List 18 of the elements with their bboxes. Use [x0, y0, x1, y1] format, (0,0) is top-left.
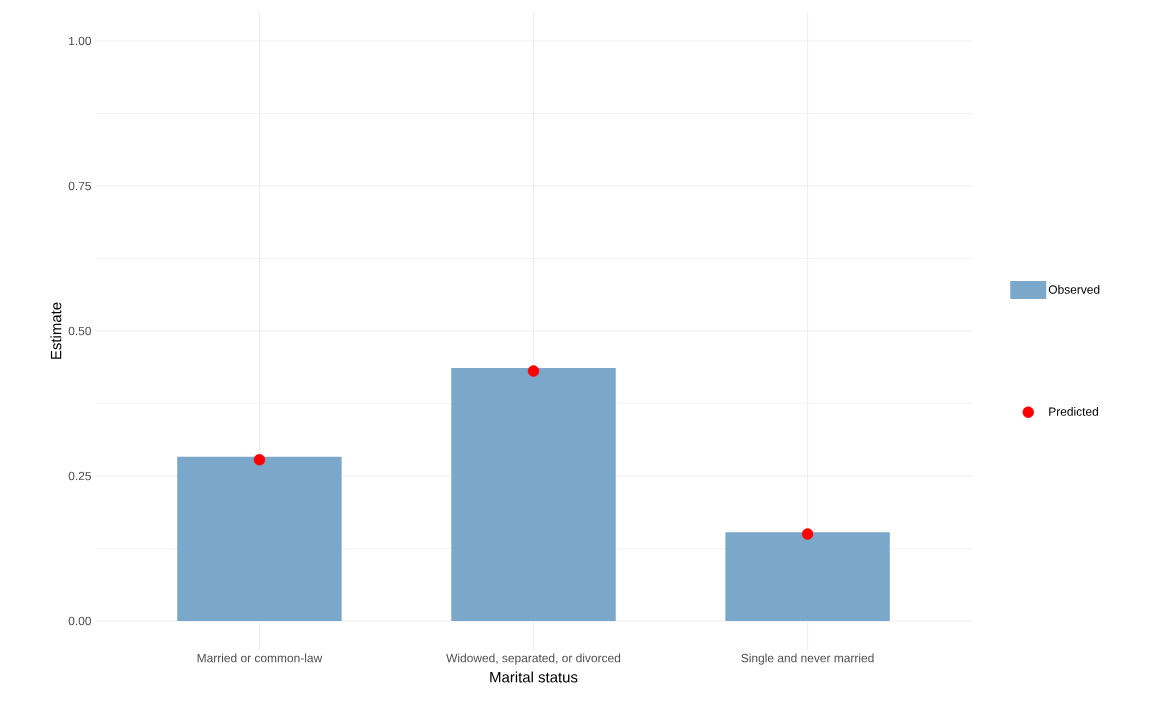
bar	[177, 456, 342, 621]
point	[527, 365, 540, 377]
bar	[725, 532, 890, 621]
x-tick-label: Single and never married	[741, 653, 874, 665]
x-tick-label: Married or common-law	[197, 653, 323, 663]
point	[801, 528, 814, 540]
legend-label: Observed	[1048, 284, 1100, 294]
y-tick-label: 1.00	[69, 36, 92, 46]
point	[253, 454, 266, 466]
y-tick-label: 0.00	[68, 616, 92, 626]
bar	[451, 368, 616, 621]
x-tick-label: Widowed, separated, or divorced	[446, 653, 621, 665]
x-axis-title: Marital status	[490, 671, 578, 683]
y-axis-title: Estimate	[50, 302, 62, 359]
y-tick-label: 0.25	[68, 471, 91, 481]
legend-label: Predicted	[1049, 407, 1098, 416]
y-tick-label: 0.50	[68, 326, 92, 336]
y-tick-label: 0.75	[68, 181, 91, 191]
